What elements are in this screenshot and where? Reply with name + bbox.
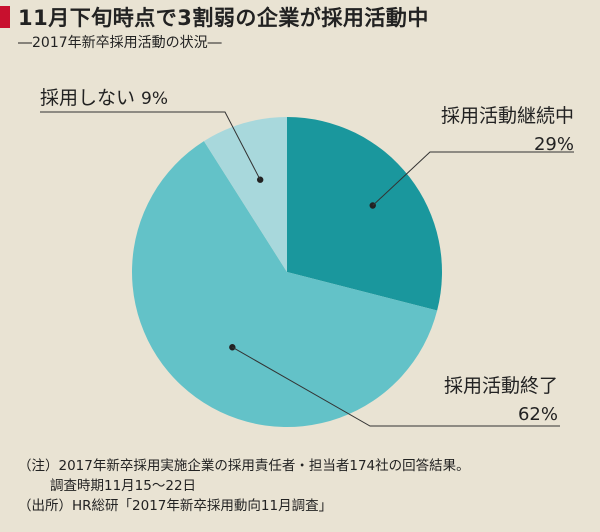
- footnote-note: （注）2017年新卒採用実施企業の採用責任者・担当者174社の回答結果。: [18, 458, 470, 474]
- title-accent-bar: [0, 6, 10, 28]
- footnote-period: 調査時期11月15〜22日: [50, 478, 197, 494]
- chart-subtitle: ―2017年新卒採用活動の状況―: [18, 35, 222, 51]
- slice-label: 採用しない 9%: [40, 87, 168, 109]
- slice-value-label: 62%: [518, 404, 558, 425]
- pie-slice: [203, 117, 287, 272]
- footnotes: （注）2017年新卒採用実施企業の採用責任者・担当者174社の回答結果。 調査時…: [18, 456, 470, 516]
- footnote-source: （出所）HR総研「2017年新卒採用動向11月調査」: [18, 498, 333, 514]
- pie-slice: [287, 117, 442, 311]
- leader-line: [372, 151, 574, 206]
- slice-value-label: 29%: [534, 134, 574, 155]
- leader-line: [232, 346, 560, 427]
- pie-slice: [132, 141, 438, 427]
- slice-value-label: 9%: [141, 89, 168, 109]
- slice-label: 採用活動終了: [444, 375, 558, 397]
- slice-label: 採用活動継続中: [441, 105, 574, 127]
- chart-title: 11月下旬時点で3割弱の企業が採用活動中: [18, 6, 429, 30]
- leader-line: [40, 111, 261, 180]
